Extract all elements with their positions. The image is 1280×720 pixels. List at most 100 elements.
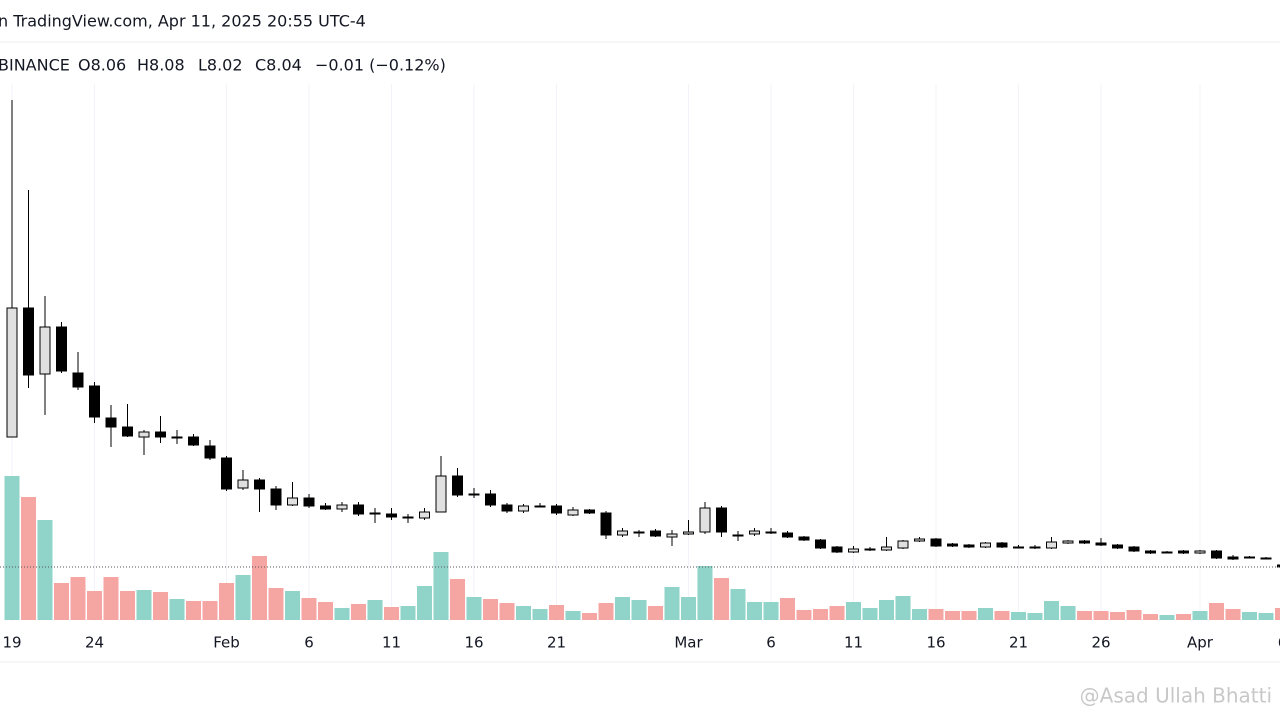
candle-body	[6, 307, 18, 438]
candle-body	[980, 542, 991, 548]
volume-bar	[582, 613, 597, 620]
candle-body	[633, 531, 645, 534]
candle-body	[831, 546, 843, 553]
candle-body	[1112, 544, 1123, 549]
volume-bar	[994, 611, 1010, 620]
volume-bar	[895, 596, 911, 620]
candle-body	[204, 445, 216, 459]
volume-bar	[417, 586, 432, 620]
volume-bar	[813, 609, 828, 620]
candle-body	[1145, 550, 1156, 554]
x-tick-label: Feb	[213, 634, 240, 652]
candle-body	[1178, 550, 1189, 554]
candle-body	[171, 436, 183, 439]
volume-bar	[1192, 611, 1208, 620]
volume-bar	[219, 583, 234, 620]
volume-bar	[1093, 611, 1109, 620]
volume-bar	[780, 598, 795, 620]
volume-bar	[37, 520, 53, 620]
volume-bar	[1044, 601, 1059, 620]
candle-body	[1079, 540, 1090, 544]
volume-bar	[1027, 613, 1043, 620]
volume-bar	[334, 608, 350, 620]
x-tick-label: 6	[304, 634, 314, 652]
candle-body	[1244, 556, 1255, 559]
candle-body	[765, 531, 777, 534]
volume-bar	[631, 600, 647, 620]
candle-body	[122, 426, 133, 437]
candle-body	[996, 542, 1008, 548]
candle-body	[551, 505, 562, 514]
volume-bar	[499, 603, 515, 620]
volume-bar	[846, 602, 861, 620]
volume-bar	[87, 591, 102, 620]
close-label: C8.04	[255, 56, 302, 75]
volume-bar	[120, 591, 135, 620]
candle-body	[617, 530, 628, 536]
volume-pane	[4, 476, 1280, 620]
volume-bar	[1011, 612, 1026, 620]
candle-body	[369, 512, 381, 515]
candle-body	[815, 539, 826, 549]
x-tick-label: 16	[926, 634, 945, 652]
x-tick-label: 16	[464, 634, 483, 652]
volume-bar	[285, 591, 300, 620]
candle-body	[881, 546, 892, 551]
x-tick-label: 19	[2, 634, 21, 652]
candle-body	[1161, 551, 1173, 554]
volume-bar	[1143, 614, 1158, 620]
high-label: H8.08	[137, 56, 185, 75]
volume-bar	[433, 552, 449, 620]
x-tick-label: 6	[1278, 634, 1280, 652]
candle-body	[914, 538, 925, 542]
volume-bar	[1176, 614, 1191, 620]
volume-bar	[252, 556, 267, 620]
candle-body	[1013, 546, 1024, 549]
x-tick-label: Apr	[1187, 634, 1214, 652]
candle-body	[23, 307, 34, 376]
published-text: n TradingView.com, Apr 11, 2025 20:55 UT…	[0, 12, 366, 31]
volume-bar	[928, 609, 944, 620]
volume-bar	[796, 610, 812, 620]
volume-bar	[1258, 613, 1274, 620]
volume-bar	[763, 602, 779, 620]
candle-body	[1029, 546, 1041, 549]
candle-body	[716, 507, 727, 533]
x-tick-label: 26	[1091, 634, 1110, 652]
candle-body	[1062, 540, 1074, 544]
volume-bar	[1159, 615, 1175, 620]
volume-bar	[1126, 610, 1142, 620]
volume-bar	[202, 601, 218, 620]
volume-bar	[54, 583, 69, 620]
candle-body	[534, 505, 546, 508]
candle-body	[600, 512, 612, 536]
volume-bar	[466, 597, 482, 620]
volume-bar	[367, 600, 383, 620]
volume-bar	[169, 599, 185, 620]
candle-body	[650, 530, 661, 537]
candle-body	[930, 538, 942, 547]
volume-bar	[1242, 612, 1257, 620]
volume-bar	[351, 604, 366, 620]
candle-body	[518, 505, 529, 512]
candle-body	[1128, 546, 1140, 552]
low-label: L8.02	[198, 56, 243, 75]
volume-bar	[318, 602, 333, 620]
volume-bar	[400, 606, 416, 620]
candle-body	[386, 513, 397, 518]
candle-body	[303, 497, 315, 507]
candle-body	[732, 534, 744, 537]
x-tick-label: Mar	[674, 634, 703, 652]
x-tick-label: 21	[1009, 634, 1028, 652]
candle-body	[1227, 556, 1239, 560]
x-tick-label: 6	[766, 634, 776, 652]
volume-bar	[483, 599, 498, 620]
volume-bar	[1209, 603, 1224, 620]
volume-bar	[598, 603, 614, 620]
candle-body	[1277, 564, 1280, 568]
candle-body	[254, 479, 265, 490]
candle-body	[864, 548, 876, 551]
volume-bar	[730, 589, 746, 620]
